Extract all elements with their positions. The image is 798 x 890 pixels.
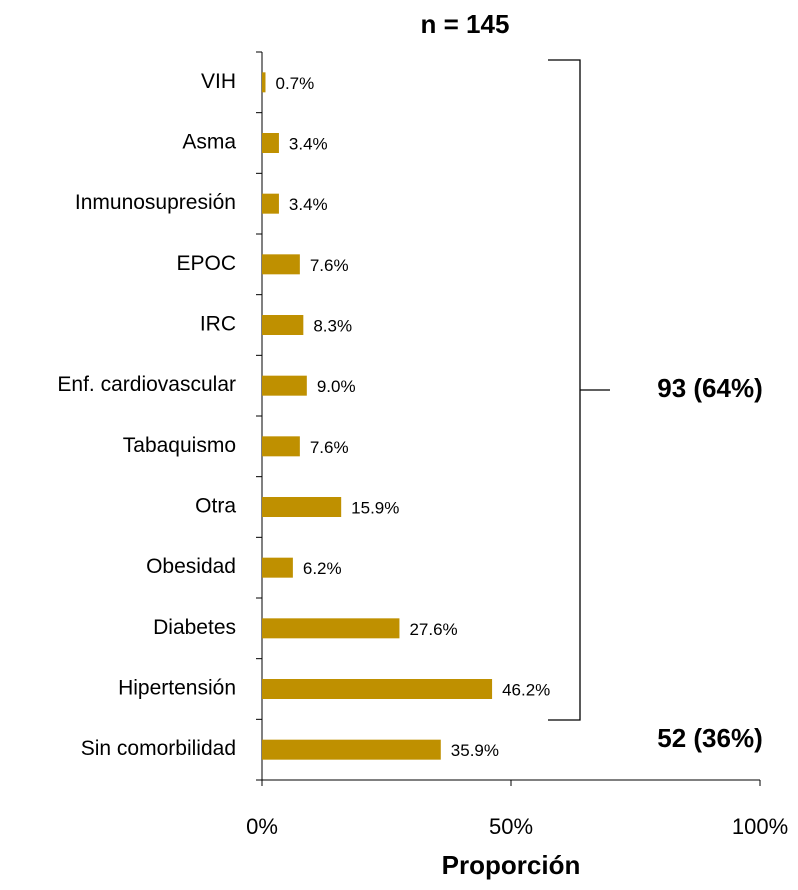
value-label: 3.4% [289, 134, 328, 153]
y-tick-label: IRC [200, 313, 236, 336]
bar [262, 739, 441, 760]
value-label: 35.9% [451, 741, 499, 760]
bar [262, 133, 279, 153]
x-tick-label: 0% [246, 814, 278, 839]
value-label: 27.6% [409, 620, 457, 639]
value-label: 7.6% [310, 438, 349, 457]
bar [262, 72, 266, 93]
value-label: 6.2% [303, 559, 342, 578]
value-label: 8.3% [313, 316, 352, 335]
bar [262, 436, 300, 457]
value-label: 15.9% [351, 498, 399, 517]
bar [262, 679, 493, 699]
bar [262, 375, 307, 396]
y-tick-label: Sin comorbilidad [81, 737, 236, 760]
x-tick-label: 50% [489, 814, 533, 839]
bar [262, 315, 304, 335]
bar [262, 497, 342, 517]
value-label: 7.6% [310, 256, 349, 275]
y-tick-label: Obesidad [146, 555, 236, 578]
y-tick-label: Enf. cardiovascular [57, 373, 236, 396]
bracket [548, 59, 610, 721]
chart-title: n = 145 [421, 9, 510, 39]
value-label: 0.7% [275, 74, 314, 93]
bar [262, 254, 300, 275]
value-label: 3.4% [289, 195, 328, 214]
y-tick-label: EPOC [176, 252, 236, 275]
y-tick-label: Otra [195, 495, 236, 518]
y-tick-label: Inmunosupresión [75, 191, 236, 214]
bar [262, 193, 279, 214]
y-tick-label: Asma [182, 131, 236, 154]
x-tick-label: 100% [732, 814, 788, 839]
value-label: 9.0% [317, 377, 356, 396]
annotation: 93 (64%) [657, 373, 763, 403]
y-tick-label: VIH [201, 70, 236, 93]
x-axis-label: Proporción [442, 850, 581, 880]
y-tick-label: Diabetes [153, 616, 236, 639]
value-label: 46.2% [502, 680, 550, 699]
bar [262, 618, 400, 639]
y-tick-label: Hipertensión [118, 677, 236, 700]
bracket-line [548, 59, 581, 721]
annotation: 52 (36%) [657, 723, 763, 753]
bar [262, 557, 293, 578]
y-tick-label: Tabaquismo [123, 434, 236, 457]
